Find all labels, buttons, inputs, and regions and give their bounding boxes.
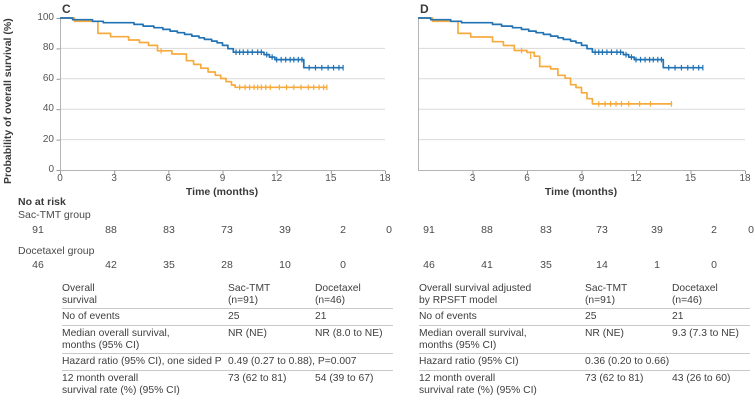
at-risk-value: 0 (340, 259, 346, 271)
x-tick-label: 12 (271, 173, 283, 184)
at-risk-value: 0 (711, 259, 717, 271)
no-at-risk-title: No at risk (18, 196, 66, 208)
table-row: 12 month overall survival rate (%) (95% … (419, 370, 750, 398)
x-tick-label: 6 (524, 173, 530, 184)
table-header-sac-tmt: Sac-TMT (n=91) (228, 283, 271, 307)
km-curve-sac-tmt (418, 17, 704, 69)
x-tick-label: 12 (630, 173, 642, 184)
panel-c-label: C (62, 2, 71, 16)
at-risk-value: 2 (340, 224, 346, 236)
at-risk-value: 39 (651, 224, 663, 236)
x-tick-label: 18 (739, 173, 751, 184)
x-axis-label-panel-c: Time (months) (185, 186, 259, 198)
stats-table-rpsft-adjusted: Overall survival adjusted by RPSFT model… (419, 281, 750, 398)
row-value: 73 (62 to 81) (585, 373, 644, 384)
row-label: Hazard ratio (95% CI) (419, 356, 519, 367)
x-tick-label: 9 (219, 173, 226, 184)
row-value: NR (NE) (228, 328, 267, 339)
row-value: 25 (228, 311, 240, 322)
x-tick-label: 9 (578, 173, 585, 184)
row-value: 25 (585, 311, 597, 322)
panel-d-label: D (420, 2, 429, 16)
at-risk-value: 1 (654, 259, 660, 271)
table-row: No of events 25 21 (62, 308, 393, 325)
table-header-label: Overall survival (62, 283, 97, 307)
km-curve-docetaxel (60, 17, 328, 89)
row-label: 12 month overall survival rate (%) (95% … (62, 373, 180, 397)
table-row: Median overall survival, months (95% CI)… (62, 325, 393, 353)
table-row: 12 month overall survival rate (%) (95% … (62, 370, 393, 398)
km-curve-docetaxel (418, 17, 673, 105)
at-risk-value: 83 (163, 224, 175, 236)
at-risk-value: 88 (481, 224, 493, 236)
x-tick-label: 18 (379, 173, 391, 184)
y-tick-label: 0 (48, 164, 54, 175)
table-header-row: Overall survival adjusted by RPSFT model… (419, 281, 750, 308)
table-row: Hazard ratio (95% CI), one sided P 0.49 … (62, 353, 393, 370)
at-risk-value: 35 (540, 259, 552, 271)
y-tick-label: 40 (42, 103, 54, 115)
at-risk-value: 0 (748, 224, 754, 236)
y-tick-label: 60 (42, 72, 54, 84)
row-label: No of events (62, 311, 120, 322)
x-tick-label: 6 (165, 173, 172, 184)
table-header-row: Overall survival Sac-TMT (n=91) Docetaxe… (62, 281, 393, 308)
at-risk-value: 73 (221, 224, 233, 236)
at-risk-value: 0 (386, 224, 392, 236)
at-risk-value: 73 (596, 224, 608, 236)
table-header-docetaxel: Docetaxel (n=46) (315, 283, 361, 307)
x-tick-label: 3 (111, 173, 117, 184)
at-risk-value: 91 (423, 224, 435, 236)
row-value-span: 0.49 (0.27 to 0.88), P=0.007 (228, 356, 357, 367)
at-risk-value: 39 (279, 224, 291, 236)
row-value: 43 (26 to 60) (672, 373, 731, 384)
x-tick-label: 15 (684, 173, 697, 184)
at-risk-group-label-sac-tmt: Sac-TMT group (18, 209, 91, 221)
row-value: 73 (62 to 81) (228, 373, 287, 384)
km-curve-sac-tmt (60, 17, 344, 69)
at-risk-value: 42 (105, 259, 117, 271)
table-row: Median overall survival, months (95% CI)… (419, 325, 750, 353)
row-label: Median overall survival, months (95% CI) (419, 328, 527, 352)
table-row: Hazard ratio (95% CI) 0.36 (0.20 to 0.66… (419, 353, 750, 370)
row-value: 54 (39 to 67) (315, 373, 374, 384)
x-tick-label: 15 (325, 173, 337, 184)
at-risk-value: 88 (105, 224, 117, 236)
stats-table-overall-survival: Overall survival Sac-TMT (n=91) Docetaxe… (62, 281, 393, 398)
at-risk-value: 41 (481, 259, 493, 271)
y-tick-label: 20 (42, 133, 54, 145)
at-risk-group-label-docetaxel: Docetaxel group (18, 245, 95, 257)
y-axis-label: Probability of overall survival (%) (2, 18, 14, 184)
at-risk-value: 2 (711, 224, 717, 236)
row-label: 12 month overall survival rate (%) (95% … (419, 373, 537, 397)
at-risk-value: 14 (596, 259, 608, 271)
at-risk-value: 83 (540, 224, 552, 236)
table-header-sac-tmt: Sac-TMT (n=91) (585, 283, 628, 307)
row-value: NR (8.0 to NE) (315, 328, 383, 339)
at-risk-value: 35 (163, 259, 175, 271)
y-tick-label: 100 (37, 12, 54, 23)
x-tick-label: 0 (57, 173, 63, 184)
row-label: Hazard ratio (95% CI), one sided P (62, 356, 222, 367)
row-value-span: 0.36 (0.20 to 0.66) (585, 356, 670, 367)
at-risk-value: 10 (279, 259, 291, 271)
table-header-label: Overall survival adjusted by RPSFT model (419, 283, 532, 307)
y-tick-label: 80 (42, 42, 54, 54)
row-label: Median overall survival, months (95% CI) (62, 328, 170, 352)
at-risk-value: 28 (221, 259, 233, 271)
at-risk-value: 91 (32, 224, 44, 236)
row-label: No of events (419, 311, 477, 322)
table-row: No of events 25 21 (419, 308, 750, 325)
x-tick-label: 3 (469, 173, 476, 184)
row-value: NR (NE) (585, 328, 624, 339)
row-value: 9.3 (7.3 to NE) (672, 328, 739, 339)
table-header-docetaxel: Docetaxel (n=46) (672, 283, 718, 307)
at-risk-value: 46 (423, 259, 435, 271)
x-axis-label-panel-d: Time (months) (544, 186, 618, 198)
at-risk-value: 46 (32, 259, 44, 271)
row-value: 21 (315, 311, 327, 322)
row-value: 21 (672, 311, 684, 322)
